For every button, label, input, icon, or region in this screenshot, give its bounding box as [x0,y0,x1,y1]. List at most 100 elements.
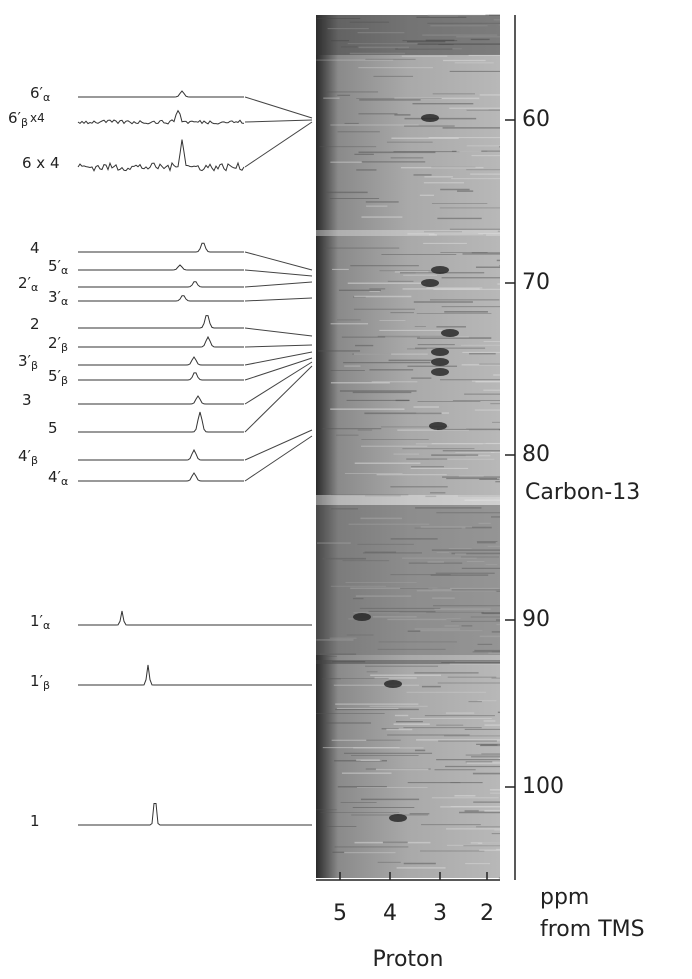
unit-label: ppm [540,885,589,910]
trace [78,295,244,302]
trace-label: 1 [30,812,40,830]
trace-label: 5 [48,419,58,437]
carbon-tick-label: 70 [522,270,550,295]
trace [78,395,244,405]
trace [78,448,244,461]
proton-tick-label: 3 [433,901,447,926]
band [316,495,500,505]
cross-peak [353,613,371,621]
trace-label-part: β [61,341,68,354]
proton-tick-label: 4 [383,901,397,926]
trace [77,109,245,125]
trace-label-part: α [31,281,38,294]
trace-connector [244,429,313,461]
trace-label: 4 [30,239,40,257]
trace [78,335,244,348]
trace [78,411,244,433]
cross-peak [431,368,449,376]
carbon-tick-label: 60 [522,107,550,132]
band [316,505,500,655]
trace [77,139,245,172]
trace-connector [244,269,313,277]
trace [78,472,244,482]
trace-label-part: 1 [30,812,40,830]
trace-label: 1′α [30,612,50,633]
trace-label-part: 4′ [48,468,62,486]
trace-label: 3′β [18,352,38,373]
cross-peak [431,358,449,366]
trace-label-part: 6 x 4 [22,154,60,172]
trace-label-part: 5′ [48,257,62,275]
trace [78,372,244,381]
trace [78,664,312,686]
trace-label-part: 5′ [48,367,62,385]
trace-label: 3 [22,391,32,409]
trace-connector [244,357,313,381]
trace [78,315,244,329]
trace-label: 6′β x4 [8,109,45,130]
trace-connector [244,251,313,271]
trace-label-part: α [61,264,68,277]
trace-label-part: β [21,116,28,129]
trace-connector [244,344,313,348]
trace-label-part: 4′ [18,447,32,465]
proton-axis-label: Proton [373,947,444,972]
trace-label-part: 5 [48,419,58,437]
trace-connector [244,119,313,123]
trace-label-part: 1′ [30,612,44,630]
proton-tick-label: 5 [333,901,347,926]
trace-label: 6 x 4 [22,154,60,172]
trace-label-part: 1′ [30,672,44,690]
carbon-tick-label: 100 [522,774,564,799]
trace-label-part: α [61,295,68,308]
proton-tick-label: 2 [480,901,494,926]
trace-label: 1′β [30,672,50,693]
trace-label-part: 2 [30,315,40,333]
trace-connector [244,361,313,405]
trace-label: 4′β [18,447,38,468]
trace-label: 2 [30,315,40,333]
trace-label: 2′β [48,334,68,355]
trace-connector [244,297,313,302]
trace-label-part: 3′ [48,288,62,306]
band [316,660,500,664]
trace-connector [244,351,313,366]
trace-label-part: 6′ [8,109,22,127]
band [316,230,500,236]
carbon-tick-label: 90 [522,607,550,632]
cross-peak [441,329,459,337]
carbon-axis-label: Carbon-13 [525,480,640,505]
cross-peak [384,680,402,688]
cross-peak [431,348,449,356]
trace-connector [244,327,313,337]
trace-label-part: x4 [30,111,45,125]
cross-peak [389,814,407,822]
trace [78,803,312,826]
trace-label-part: α [43,91,50,104]
trace [78,264,244,271]
trace [78,610,312,626]
trace-label-part: α [61,475,68,488]
trace-label: 2′α [18,274,38,295]
trace [78,281,244,288]
trace-label: 6′α [30,84,50,105]
cross-peak [421,114,439,122]
trace-label-part: β [31,454,38,467]
trace-label-part: 2′ [18,274,32,292]
trace [78,356,244,366]
cross-peak [431,266,449,274]
trace [78,90,244,98]
trace-connector [244,96,313,119]
trace-label-part: 3 [22,391,32,409]
trace-connector [244,281,313,288]
band [316,15,500,55]
trace-label-part: 6′ [30,84,44,102]
trace-label: 5′β [48,367,68,388]
unit-label: from TMS [540,917,645,942]
cross-peak [421,279,439,287]
trace-label-part: 4 [30,239,40,257]
trace-connector [244,435,313,482]
trace-label-part: α [43,619,50,632]
trace-label: 5′α [48,257,68,278]
